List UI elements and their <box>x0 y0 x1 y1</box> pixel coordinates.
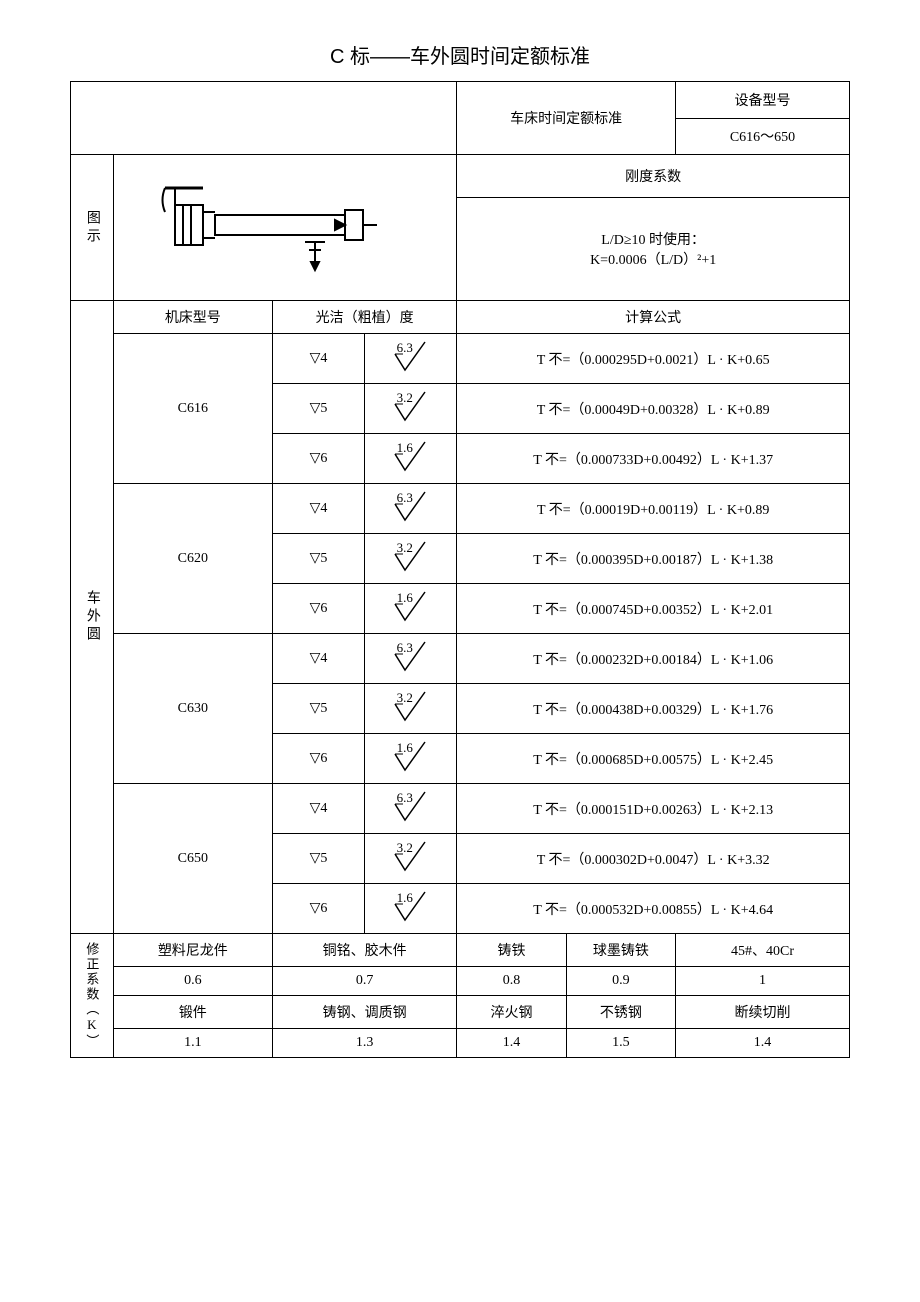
formula-0: T 不=（0.000295D+0.0021）L · K+0.65 <box>457 334 850 384</box>
corr-r2-v1: 1.3 <box>273 1029 457 1058</box>
machine-1: C620 <box>113 484 272 634</box>
formula-8: T 不=（0.000685D+0.00575）L · K+2.45 <box>457 734 850 784</box>
roughness: 1.6 <box>365 434 457 484</box>
corr-r1-v0: 0.6 <box>113 967 272 996</box>
corr-r1-l4: 45#、40Cr <box>676 934 850 967</box>
machine-3: C650 <box>113 784 272 934</box>
finish-label: ▽6 <box>273 734 365 784</box>
header-equip-label: 设备型号 <box>676 82 850 119</box>
roughness: 3.2 <box>365 684 457 734</box>
formula-9: T 不=（0.000151D+0.00263）L · K+2.13 <box>457 784 850 834</box>
corr-r2-l1: 铸钢、调质钢 <box>273 996 457 1029</box>
page-title: C 标——车外圆时间定额标准 <box>60 40 860 69</box>
formula-2: T 不=（0.000733D+0.00492）L · K+1.37 <box>457 434 850 484</box>
finish-label: ▽5 <box>273 684 365 734</box>
finish-label: ▽4 <box>273 784 365 834</box>
corr-r2-v3: 1.5 <box>566 1029 675 1058</box>
finish-label: ▽6 <box>273 884 365 934</box>
corr-r1-l2: 铸铁 <box>457 934 566 967</box>
formula-10: T 不=（0.000302D+0.0047）L · K+3.32 <box>457 834 850 884</box>
finish-label: ▽6 <box>273 584 365 634</box>
main-table: 车床时间定额标准 设备型号 C616～650 图示 <box>70 81 850 1058</box>
machine-0: C616 <box>113 334 272 484</box>
finish-label: ▽5 <box>273 834 365 884</box>
col-machine: 机床型号 <box>113 301 272 334</box>
formula-11: T 不=（0.000532D+0.00855）L · K+4.64 <box>457 884 850 934</box>
lathe-diagram <box>155 170 415 280</box>
roughness: 6.3 <box>365 634 457 684</box>
corr-r1-l0: 塑料尼龙件 <box>113 934 272 967</box>
corr-r2-l2: 淬火钢 <box>457 996 566 1029</box>
col-finish: 光洁（粗植）度 <box>273 301 457 334</box>
finish-label: ▽5 <box>273 534 365 584</box>
formula-1: T 不=（0.00049D+0.00328）L · K+0.89 <box>457 384 850 434</box>
col-formula: 计算公式 <box>457 301 850 334</box>
diagram-formula-l1: L/D≥10 时使用： <box>461 229 845 249</box>
header-main-label: 车床时间定额标准 <box>457 82 676 155</box>
roughness: 6.3 <box>365 484 457 534</box>
finish-label: ▽6 <box>273 434 365 484</box>
roughness: 3.2 <box>365 834 457 884</box>
formula-4: T 不=（0.000395D+0.00187）L · K+1.38 <box>457 534 850 584</box>
roughness: 3.2 <box>365 534 457 584</box>
roughness: 1.6 <box>365 584 457 634</box>
roughness: 6.3 <box>365 334 457 384</box>
corr-r1-v4: 1 <box>676 967 850 996</box>
finish-label: ▽4 <box>273 484 365 534</box>
corr-r1-l3: 球墨铸铁 <box>566 934 675 967</box>
roughness: 1.6 <box>365 734 457 784</box>
header-blank <box>71 82 457 155</box>
header-equip-value: C616～650 <box>676 118 850 155</box>
diagram-side-label: 图示 <box>71 155 114 301</box>
main-side-label: 车外圆 <box>71 301 114 934</box>
roughness: 3.2 <box>365 384 457 434</box>
formula-5: T 不=（0.000745D+0.00352）L · K+2.01 <box>457 584 850 634</box>
diagram-formula-l2: K=0.0006（L/D）²+1 <box>461 249 845 269</box>
finish-label: ▽4 <box>273 334 365 384</box>
corr-r2-l3: 不锈钢 <box>566 996 675 1029</box>
diagram-cell <box>113 155 457 301</box>
corr-r1-v3: 0.9 <box>566 967 675 996</box>
roughness: 1.6 <box>365 884 457 934</box>
corr-r2-v2: 1.4 <box>457 1029 566 1058</box>
corr-r2-v0: 1.1 <box>113 1029 272 1058</box>
corr-r1-v2: 0.8 <box>457 967 566 996</box>
roughness: 6.3 <box>365 784 457 834</box>
corr-r1-l1: 铜铭、胶木件 <box>273 934 457 967</box>
finish-label: ▽4 <box>273 634 365 684</box>
corr-r1-v1: 0.7 <box>273 967 457 996</box>
diagram-right-formula: L/D≥10 时使用： K=0.0006（L/D）²+1 <box>457 198 850 301</box>
correction-side-label: 修正系数（K） <box>71 934 114 1058</box>
corr-r2-l0: 锻件 <box>113 996 272 1029</box>
corr-r2-v4: 1.4 <box>676 1029 850 1058</box>
formula-6: T 不=（0.000232D+0.00184）L · K+1.06 <box>457 634 850 684</box>
finish-label: ▽5 <box>273 384 365 434</box>
machine-2: C630 <box>113 634 272 784</box>
formula-7: T 不=（0.000438D+0.00329）L · K+1.76 <box>457 684 850 734</box>
diagram-right-title: 刚度系数 <box>457 155 850 198</box>
formula-3: T 不=（0.00019D+0.00119）L · K+0.89 <box>457 484 850 534</box>
corr-r2-l4: 断续切削 <box>676 996 850 1029</box>
